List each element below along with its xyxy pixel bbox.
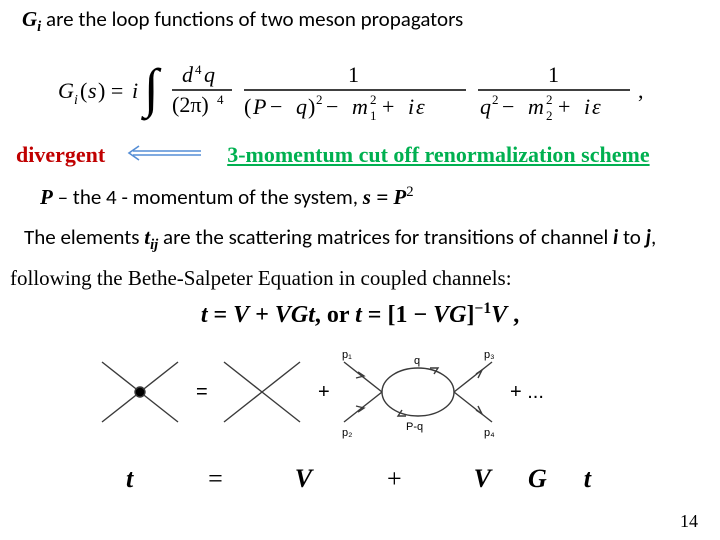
svg-text:+: + <box>558 94 570 119</box>
svg-text:−: − <box>270 94 282 119</box>
text-sP2: s = P <box>363 185 406 209</box>
var-P: P <box>40 185 53 209</box>
eq2-eq: = <box>207 302 233 328</box>
eq2-eq2: = <box>362 302 388 328</box>
svg-text:(: ( <box>244 94 251 119</box>
svg-text:4: 4 <box>195 62 202 77</box>
svg-text:q: q <box>204 62 215 87</box>
svg-text:1: 1 <box>548 62 559 87</box>
eq2-VG: VG <box>433 302 466 328</box>
text-bse-intro: following the Bethe-Salpeter Equation in… <box>10 266 512 291</box>
equation-tVGt-aligned: t = V + V G t <box>90 464 630 494</box>
label-scheme: 3-momentum cut off renormalization schem… <box>227 142 649 168</box>
svg-text:q: q <box>480 94 491 119</box>
svg-text:P-q: P-q <box>406 421 423 433</box>
eq2-lb: [1 − <box>387 302 433 328</box>
svg-text:p₁: p₁ <box>342 349 352 361</box>
svg-text:+: + <box>318 381 330 403</box>
svg-text:): ) <box>308 94 315 119</box>
equation-Gi: G i ( s ) = i ∫ d 4 q (2π) 4 1 ( P <box>58 48 658 132</box>
svg-text:2: 2 <box>316 92 323 107</box>
eq2-V: V <box>233 302 249 328</box>
svg-text:m: m <box>528 94 544 119</box>
eq2-inv: −1 <box>474 300 491 317</box>
text-P-dash: – the 4 - momentum of the system, <box>58 184 363 210</box>
svg-text:p₄: p₄ <box>484 427 495 439</box>
row-divergent-scheme: divergent 3-momentum cut off renormaliza… <box>16 140 696 170</box>
svg-text:=: = <box>196 381 208 403</box>
svg-text:ε: ε <box>416 94 425 119</box>
svg-text:+ ...: + ... <box>510 381 544 403</box>
svg-text:i: i <box>584 94 590 119</box>
arrow-connector-icon <box>123 145 211 166</box>
svg-text:q: q <box>414 355 420 367</box>
tij-pre: The elements <box>24 224 144 250</box>
var-G: G <box>22 7 37 31</box>
text-after: are the loop functions of two meson prop… <box>41 6 463 32</box>
svg-text:,: , <box>638 78 644 103</box>
svg-text:∫: ∫ <box>141 58 162 121</box>
eq3-plus: + <box>387 464 402 494</box>
svg-text:i: i <box>408 94 414 119</box>
svg-text:+: + <box>382 94 394 119</box>
svg-text:4: 4 <box>217 92 224 107</box>
eq3-V: V <box>295 464 315 494</box>
eq2-plus: + <box>249 302 275 328</box>
eq3-V2: V <box>474 464 494 494</box>
svg-text:ε: ε <box>592 94 601 119</box>
eq2-VGt: VGt <box>275 302 315 328</box>
eq2-V2: V <box>491 302 507 328</box>
svg-text:1: 1 <box>370 108 377 123</box>
svg-text:(2π): (2π) <box>172 92 209 117</box>
svg-text:m: m <box>352 94 368 119</box>
svg-text:G: G <box>58 78 74 103</box>
svg-text:s: s <box>88 78 97 103</box>
svg-text:2: 2 <box>546 92 553 107</box>
eq2-or: , or <box>315 302 355 328</box>
equation-bse: t = V + VGt, or t = [1 − VG]−1V , <box>0 300 720 329</box>
svg-text:q: q <box>296 94 307 119</box>
page-number: 14 <box>680 511 698 532</box>
svg-text:2: 2 <box>492 92 499 107</box>
svg-text:d: d <box>182 62 194 87</box>
svg-text:i: i <box>74 93 78 108</box>
eq3-t: t <box>126 464 136 494</box>
eq3-G: G <box>528 464 550 494</box>
svg-text:2: 2 <box>370 92 377 107</box>
eq3-eq: = <box>208 464 223 494</box>
svg-text:(: ( <box>80 78 87 103</box>
feynman-diagrams: = + p₁ p₂ p₃ p₄ <box>96 342 640 458</box>
svg-text:1: 1 <box>348 62 359 87</box>
svg-text:−: − <box>326 94 338 119</box>
eq2-t2: t <box>355 302 362 328</box>
sup-2: 2 <box>406 184 413 200</box>
svg-text:) =: ) = <box>98 78 123 103</box>
svg-text:P: P <box>252 94 266 119</box>
text-elements-tij: The elements tij are the scattering matr… <box>24 224 656 254</box>
tij-to: to <box>618 224 645 250</box>
svg-text:p₂: p₂ <box>342 427 352 439</box>
tij-comma: , <box>651 224 656 250</box>
svg-text:2: 2 <box>546 108 553 123</box>
tij-mid: are the scattering matrices for transiti… <box>158 224 613 250</box>
eq2-end: , <box>507 302 519 328</box>
svg-text:p₃: p₃ <box>484 349 495 361</box>
text-loop-functions: Gi are the loop functions of two meson p… <box>22 6 463 36</box>
svg-text:i: i <box>132 78 138 103</box>
label-divergent: divergent <box>16 142 105 168</box>
svg-text:−: − <box>502 94 514 119</box>
eq3-t2: t <box>584 464 594 494</box>
text-P-4momentum: P – the 4 - momentum of the system, s = … <box>40 184 414 210</box>
